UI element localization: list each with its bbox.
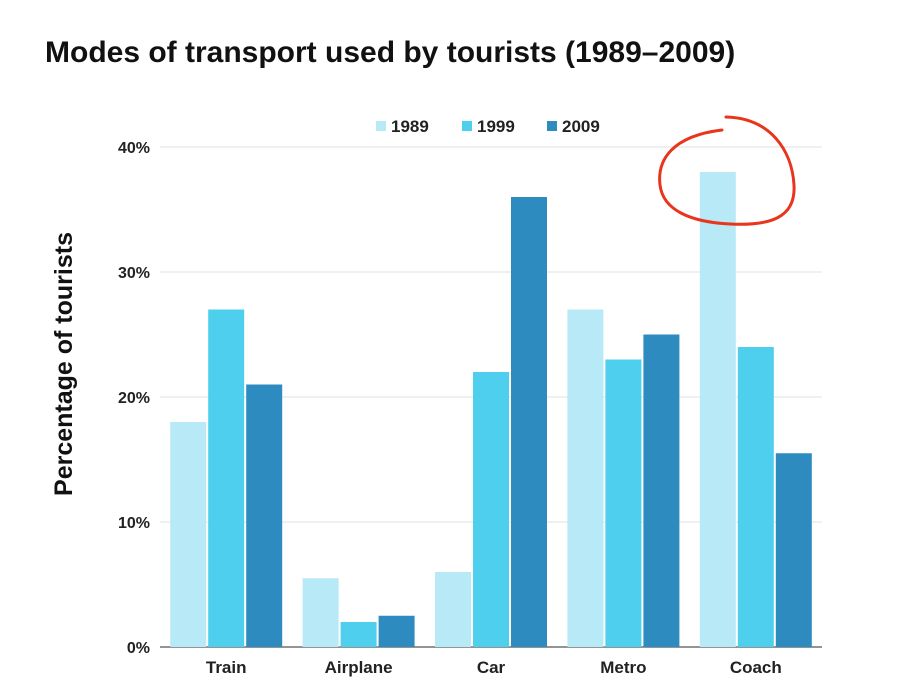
chart-title: Modes of transport used by tourists (198…: [45, 36, 736, 69]
x-axis-labels: Train Airplane Car Metro Coach: [206, 658, 782, 677]
bar-train-1999: [208, 309, 245, 647]
bar-metro-1989: [567, 309, 604, 647]
legend-swatch-1999: [462, 121, 472, 131]
y-tick-label: 0%: [127, 640, 150, 657]
annotation-circle: [658, 115, 796, 226]
bar-airplane-1989: [302, 578, 339, 647]
x-tick-label: Metro: [600, 658, 646, 677]
y-axis-label: Percentage of tourists: [50, 232, 78, 496]
x-tick-label: Airplane: [325, 658, 393, 677]
bars: [170, 172, 812, 647]
bar-coach-1989: [699, 172, 736, 647]
legend-swatch-2009: [547, 121, 557, 131]
y-tick-label: 10%: [118, 515, 150, 532]
y-axis-ticks: 0% 10% 20% 30% 40%: [118, 140, 150, 657]
legend-swatch-1989: [376, 121, 386, 131]
bar-metro-2009: [643, 334, 680, 647]
bar-coach-2009: [775, 453, 812, 647]
y-tick-label: 20%: [118, 390, 150, 407]
legend-label-1999: 1999: [477, 117, 515, 136]
y-tick-label: 40%: [118, 140, 150, 157]
bar-coach-1999: [737, 347, 774, 647]
legend-label-1989: 1989: [391, 117, 429, 136]
bar-train-2009: [246, 384, 283, 647]
x-tick-label: Train: [206, 658, 247, 677]
x-tick-label: Coach: [730, 658, 782, 677]
legend-label-2009: 2009: [562, 117, 600, 136]
bar-car-2009: [511, 197, 547, 647]
bar-airplane-1999: [340, 622, 377, 647]
legend: 1989 1999 2009: [376, 117, 600, 136]
bar-metro-1999: [605, 359, 642, 647]
bar-airplane-2009: [378, 615, 415, 647]
y-tick-label: 30%: [118, 265, 150, 282]
bar-car-1999: [473, 372, 509, 647]
bar-train-1989: [170, 422, 207, 647]
x-tick-label: Car: [477, 658, 506, 677]
bar-car-1989: [435, 572, 471, 647]
